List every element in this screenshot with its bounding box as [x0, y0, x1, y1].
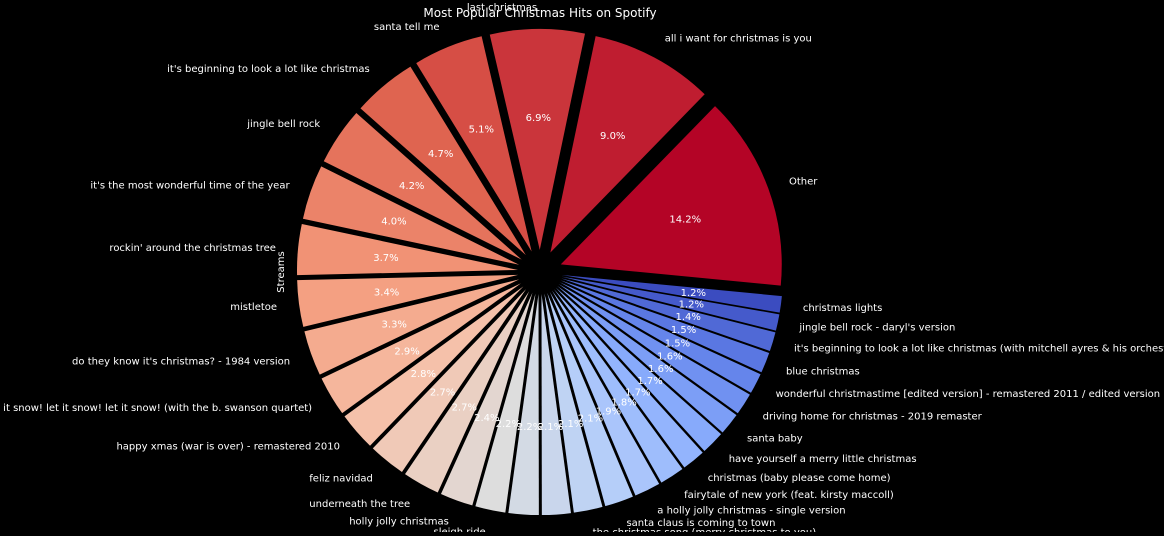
slice-percent-label: 5.1% [469, 124, 494, 135]
slice-percent-label: 2.7% [452, 402, 477, 413]
pie-slice [558, 284, 750, 414]
slice-percent-label: 1.8% [611, 397, 636, 408]
slice-percent-label: 2.9% [394, 347, 419, 358]
slice-label: jingle bell rock - daryl's version [798, 323, 955, 334]
slice-label: christmas lights [803, 303, 883, 314]
slice-percent-label: 4.0% [381, 217, 406, 228]
slice-percent-label: 2.7% [430, 388, 455, 399]
slice-percent-label: 6.9% [526, 113, 551, 124]
pie-slice [550, 36, 705, 253]
slice-label: all i want for christmas is you [665, 33, 812, 44]
slice-percent-label: 1.7% [625, 387, 650, 398]
center-hub [522, 254, 558, 290]
slice-label: Other [789, 176, 818, 187]
slice-percent-label: 2.1% [578, 414, 603, 425]
pie-slice [541, 294, 571, 516]
pie-slice [508, 294, 539, 516]
pie-slice [475, 293, 536, 513]
slice-percent-label: 1.5% [671, 325, 696, 336]
slice-percent-label: 2.4% [474, 413, 499, 424]
slice-percent-label: 3.3% [382, 319, 407, 330]
pie-slice [302, 166, 520, 265]
slice-label: mistletoe [230, 302, 277, 313]
slice-percent-label: 2.2% [496, 419, 521, 430]
slice-label: fairytale of new york (feat. kirsty macc… [684, 490, 894, 501]
slice-label: christmas (baby please come home) [708, 473, 891, 484]
pie-slice [544, 293, 603, 513]
pie-slice [323, 112, 522, 260]
pie-slice [547, 292, 633, 507]
slice-label: underneath the tree [309, 499, 410, 510]
slice-percent-label: 1.6% [648, 364, 673, 375]
slice-percent-label: 1.9% [596, 406, 621, 417]
pie-slice [344, 286, 524, 446]
pie-slice [557, 285, 737, 433]
slice-label: it's beginning to look a lot like christ… [167, 64, 370, 75]
slice-label: wonderful christmastime [edited version]… [776, 389, 1161, 400]
slice-percent-label: 2.1% [558, 419, 583, 430]
pie-slice [561, 274, 782, 313]
slice-label: let it snow! let it snow! let it snow! (… [0, 403, 312, 414]
slice-label: feliz navidad [309, 473, 373, 484]
slice-label: santa tell me [374, 22, 440, 33]
pie-slice [549, 291, 660, 496]
pie-slice [552, 290, 683, 483]
slice-label: holly jolly christmas [349, 517, 449, 528]
pie-slice [559, 282, 761, 393]
slice-label: santa baby [747, 433, 803, 444]
pie-slice [560, 106, 782, 286]
slice-label: have yourself a merry little christmas [729, 454, 917, 465]
pie-slice [560, 280, 770, 373]
slice-label: rockin' around the christmas tree [109, 243, 276, 254]
pie-slice [372, 289, 527, 472]
pie-slice [555, 287, 722, 451]
slice-label: it's the most wonderful time of the year [90, 180, 290, 191]
slice-percent-label: 1.6% [657, 352, 682, 363]
slice-percent-label: 14.2% [669, 214, 701, 225]
slice-percent-label: 3.4% [374, 288, 399, 299]
slice-label: do they know it's christmas? - 1984 vers… [72, 356, 290, 367]
slice-percent-label: 2.8% [411, 369, 436, 380]
pie-slice [440, 292, 533, 506]
pie-slice [405, 291, 530, 493]
pie-slice [296, 224, 518, 276]
slice-percent-label: 1.4% [675, 312, 700, 323]
slice-label: a holly jolly christmas - single version [657, 505, 845, 516]
pie-slice [489, 28, 585, 250]
slice-percent-label: 4.7% [428, 149, 453, 160]
slice-label: happy xmas (war is over) - remastered 20… [116, 442, 339, 453]
pie-slice [304, 279, 520, 375]
slice-percent-label: 9.0% [600, 131, 625, 142]
chart-title: Most Popular Christmas Hits on Spotify [423, 6, 656, 20]
pie-slice [321, 283, 522, 414]
slice-percent-label: 2.1% [538, 422, 563, 433]
slice-percent-label: 1.2% [681, 288, 706, 299]
slice-percent-label: 2.2% [517, 422, 542, 433]
slice-percent-label: 1.5% [665, 339, 690, 350]
slice-label: it's beginning to look a lot like christ… [794, 344, 1164, 355]
pie-slice [360, 66, 526, 256]
pie-slice [561, 276, 780, 331]
slice-percent-label: 1.2% [679, 300, 704, 311]
slice-percent-label: 3.7% [373, 253, 398, 264]
slice-label: santa claus is coming to town [626, 518, 775, 529]
slice-percent-label: 4.2% [399, 181, 424, 192]
slice-percent-label: 1.7% [637, 376, 662, 387]
pie-slice [297, 274, 519, 327]
slice-label: jingle bell rock [246, 119, 320, 130]
y-axis-label: Streams [276, 251, 287, 292]
slice-label: last christmas [467, 2, 537, 13]
pie-slice [553, 289, 703, 468]
slices-group [296, 28, 782, 516]
pie-slice [416, 36, 532, 252]
slice-label: blue christmas [786, 366, 860, 377]
slice-label: driving home for christmas - 2019 remast… [763, 412, 983, 423]
pie-slice [561, 278, 776, 352]
